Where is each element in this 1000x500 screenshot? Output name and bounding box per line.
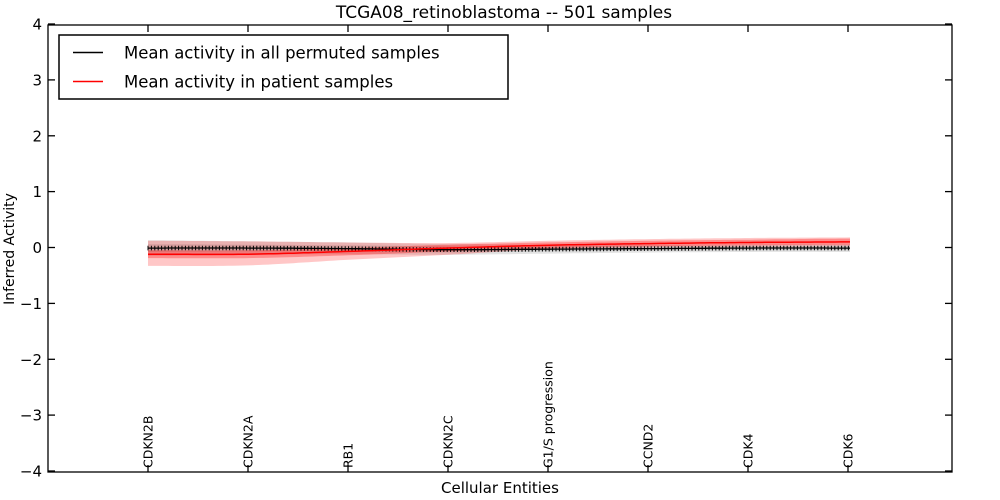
legend: Mean activity in all permuted samples Me… <box>58 34 509 100</box>
axis-tick-labels: 4 3 2 1 0 −1 −2 −3 −4 CDKN2B CDKN2A RB1 CDKN2C G1/S p… <box>20 16 856 481</box>
y-tick-label: −3 <box>20 407 42 425</box>
y-tick-label: 1 <box>32 183 42 201</box>
y-tick-label: −1 <box>20 295 42 313</box>
x-tick-label: CDKN2A <box>241 415 256 468</box>
x-tick-label: CDK4 <box>741 433 756 468</box>
x-tick-label: CCND2 <box>641 424 656 468</box>
y-tick-label: 3 <box>32 71 42 89</box>
axis-ticks <box>48 23 952 472</box>
plot-frame <box>47 24 953 473</box>
confidence-bands <box>148 237 850 266</box>
legend-border <box>58 34 509 100</box>
y-tick-label: 2 <box>32 127 42 145</box>
x-axis-label: Cellular Entities <box>441 479 559 497</box>
chart-title: TCGA08_retinoblastoma -- 501 samples <box>335 3 672 23</box>
x-tick-label: G1/S progression <box>541 361 556 468</box>
series-patient-line <box>148 241 850 256</box>
y-tick-label: −2 <box>20 351 42 369</box>
series-lines <box>147 241 850 256</box>
legend-label-permuted: Mean activity in all permuted samples <box>124 44 440 63</box>
x-tick-label: CDKN2B <box>141 416 156 468</box>
legend-label-patient: Mean activity in patient samples <box>124 73 393 92</box>
patient-band-outer <box>148 237 850 266</box>
y-tick-label: 4 <box>32 16 42 34</box>
y-axis-label: Inferred Activity <box>2 193 18 305</box>
permuted-plus-markers <box>147 245 849 252</box>
y-tick-label: 0 <box>32 239 42 257</box>
y-tick-label: −4 <box>20 463 42 481</box>
x-tick-label: CDKN2C <box>441 415 456 468</box>
x-tick-label: RB1 <box>341 443 356 468</box>
x-tick-label: CDK6 <box>841 433 856 468</box>
